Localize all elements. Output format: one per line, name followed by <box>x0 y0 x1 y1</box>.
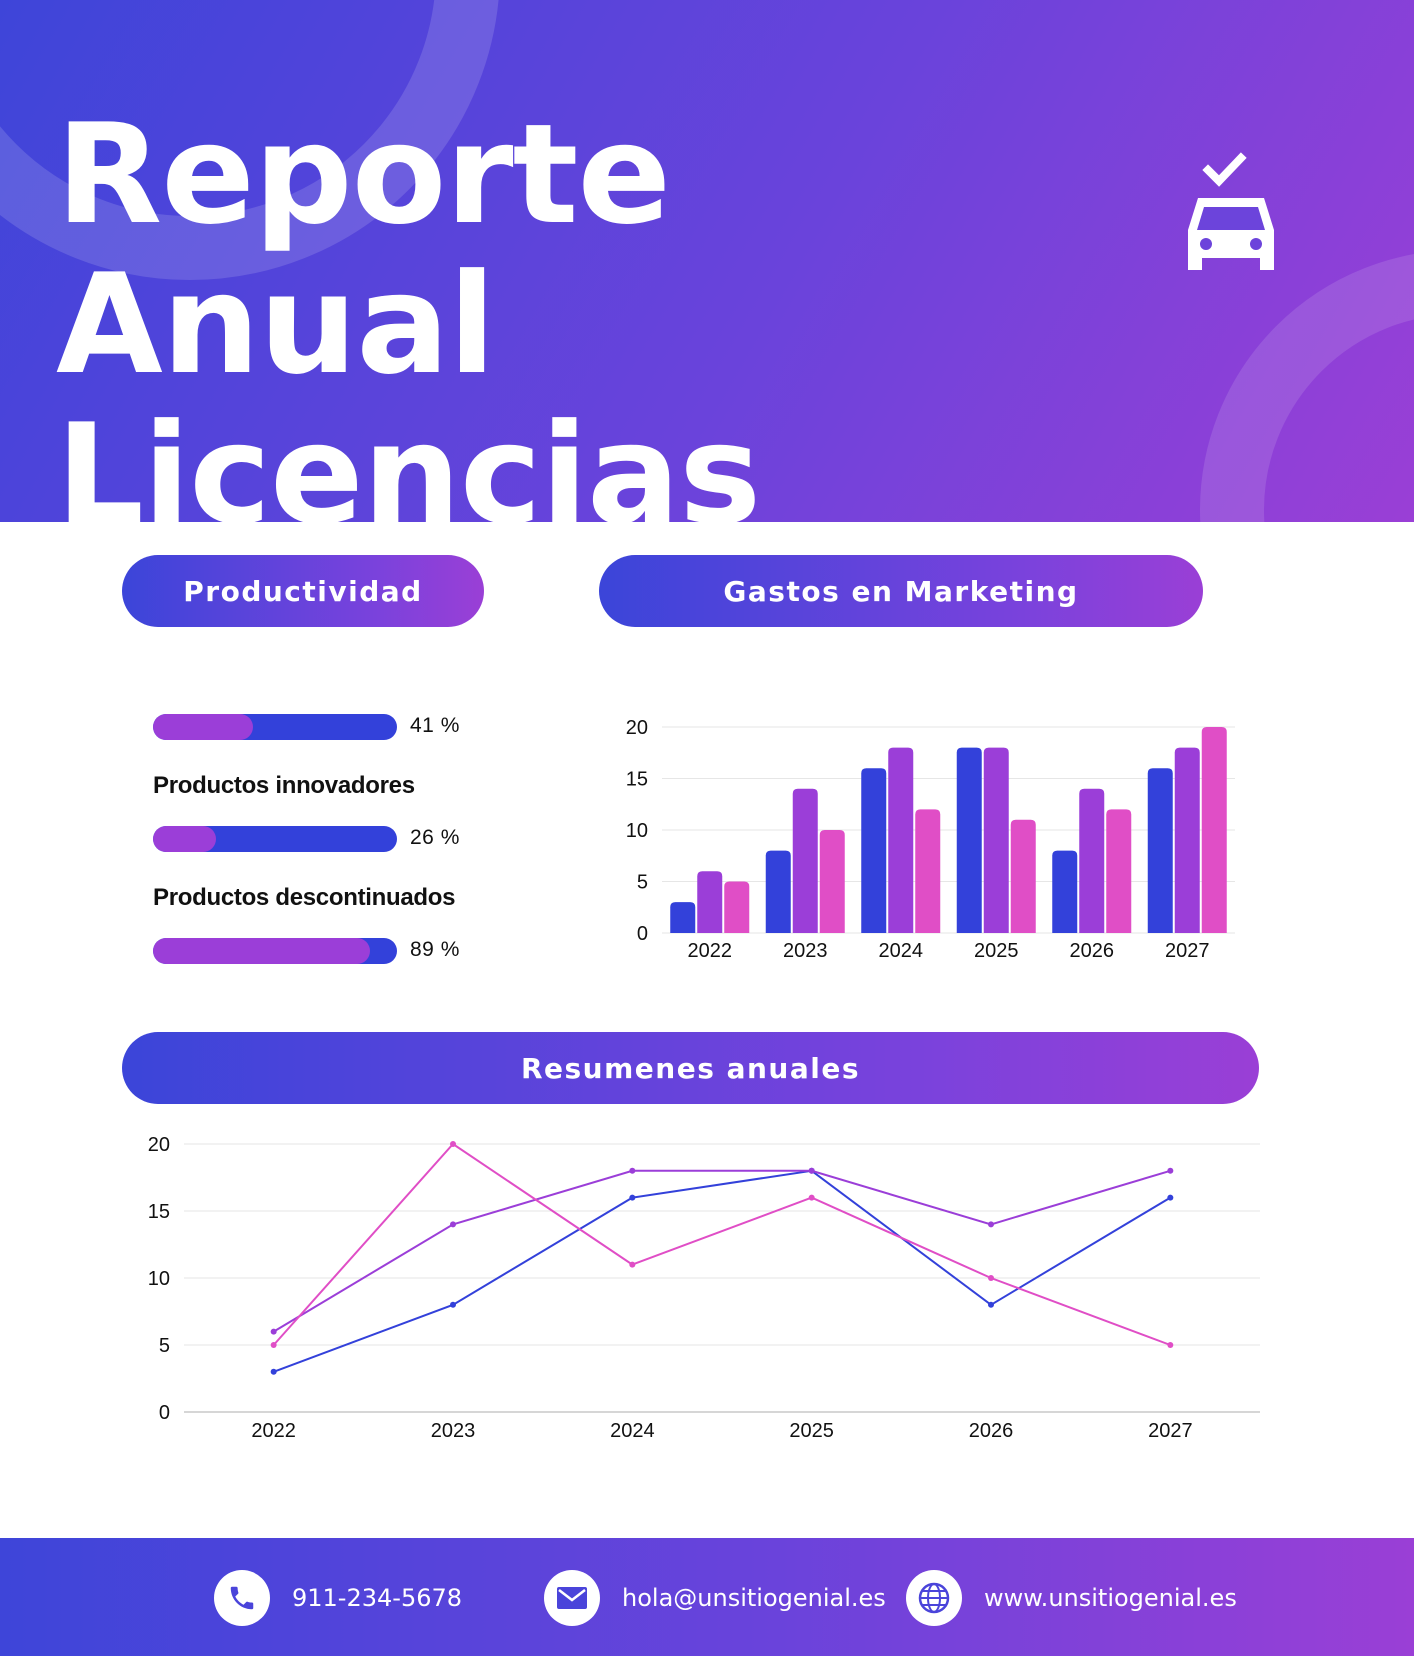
title-line-2: Licencias <box>56 394 761 523</box>
bar <box>888 747 914 933</box>
data-point <box>988 1275 994 1281</box>
section-header-productividad: Productividad <box>122 555 484 627</box>
data-point <box>629 1194 636 1201</box>
bar <box>1052 850 1078 933</box>
data-point <box>450 1221 456 1228</box>
globe-icon <box>906 1570 962 1626</box>
bar <box>1147 768 1173 933</box>
y-tick-label: 10 <box>626 820 648 842</box>
bar <box>1079 788 1105 933</box>
progress-label: Productos descontinuados <box>153 884 456 911</box>
x-tick-label: 2025 <box>974 940 1019 962</box>
x-tick-label: 2022 <box>251 1420 296 1442</box>
progress-track <box>153 714 397 740</box>
y-tick-label: 10 <box>148 1268 170 1290</box>
bar <box>819 830 845 933</box>
y-tick-label: 20 <box>148 1134 170 1156</box>
series-line <box>273 1169 1171 1373</box>
bar <box>861 768 887 933</box>
data-point <box>808 1194 815 1201</box>
data-point <box>1167 1342 1174 1348</box>
data-point <box>270 1342 277 1348</box>
progress-track <box>153 938 397 964</box>
web-text[interactable]: www.unsitiogenial.es <box>984 1584 1237 1612</box>
data-point <box>1167 1194 1174 1201</box>
progress-bar-row: 41 % <box>153 712 493 742</box>
y-tick-label: 20 <box>626 717 648 739</box>
data-point <box>988 1221 994 1228</box>
x-tick-label: 2026 <box>1070 940 1115 962</box>
progress-bar-row: 26 % <box>153 824 493 854</box>
contact-web: www.unsitiogenial.es <box>906 1570 1237 1626</box>
data-point <box>450 1141 456 1147</box>
contact-email: hola@unsitiogenial.es <box>544 1570 886 1626</box>
data-point <box>270 1368 277 1375</box>
productivity-list: 41 % Productos innovadores 26 % Producto… <box>153 712 493 966</box>
data-point <box>629 1167 636 1174</box>
contact-phone: 911-234-5678 <box>214 1570 462 1626</box>
y-tick-label: 15 <box>626 769 648 791</box>
bar <box>1106 809 1132 933</box>
y-tick-label: 15 <box>148 1201 170 1223</box>
footer-bar: 911-234-5678 hola@unsitiogenial.es www.u… <box>0 1538 1414 1656</box>
section-header-gastos: Gastos en Marketing <box>599 555 1203 627</box>
progress-value: 41 % <box>410 714 460 737</box>
data-point <box>988 1301 994 1308</box>
bar <box>1010 819 1036 933</box>
x-tick-label: 2022 <box>688 940 733 962</box>
title-line-1: Reporte Anual <box>56 94 671 405</box>
y-tick-label: 5 <box>159 1335 170 1357</box>
bar <box>670 902 696 933</box>
progress-track <box>153 826 397 852</box>
car-check-icon <box>1188 152 1274 270</box>
header-banner: Reporte Anual Licencias <box>0 0 1414 522</box>
data-point <box>270 1328 277 1335</box>
bar <box>915 809 941 933</box>
section-header-resumenes: Resumenes anuales <box>122 1032 1259 1104</box>
x-tick-label: 2024 <box>879 940 924 962</box>
marketing-bar-chart: 0 5 10 15 20 2022 2023 2024 2025 2026 2027 <box>626 717 1235 962</box>
bar <box>697 871 723 933</box>
bar <box>956 747 982 933</box>
data-point <box>629 1261 636 1268</box>
x-tick-label: 2023 <box>431 1420 476 1442</box>
x-tick-label: 2024 <box>610 1420 655 1442</box>
progress-value: 26 % <box>410 826 460 849</box>
y-tick-label: 0 <box>637 923 648 945</box>
progress-fill <box>153 826 217 852</box>
bar <box>792 788 818 933</box>
progress-label: Productos innovadores <box>153 772 415 799</box>
bar <box>983 747 1009 933</box>
mail-icon <box>544 1570 600 1626</box>
series-line <box>273 1169 1171 1333</box>
page-title: Reporte Anual Licencias <box>56 94 1136 523</box>
bar <box>1201 727 1227 933</box>
y-tick-label: 0 <box>159 1402 170 1424</box>
data-point <box>1167 1167 1174 1174</box>
decorative-ring <box>1200 250 1414 522</box>
x-tick-label: 2026 <box>969 1420 1014 1442</box>
progress-bar-row: 89 % <box>153 936 493 966</box>
x-tick-label: 2025 <box>789 1420 834 1442</box>
progress-fill <box>153 938 371 964</box>
data-point <box>450 1301 456 1308</box>
email-text[interactable]: hola@unsitiogenial.es <box>622 1584 886 1612</box>
series-line <box>272 1142 1171 1346</box>
bar <box>1174 747 1200 933</box>
x-tick-label: 2023 <box>783 940 828 962</box>
bar <box>765 850 791 933</box>
x-tick-label: 2027 <box>1148 1420 1193 1442</box>
progress-fill <box>153 714 254 740</box>
progress-value: 89 % <box>410 938 460 961</box>
data-point <box>808 1167 815 1174</box>
x-tick-label: 2027 <box>1165 940 1210 962</box>
y-tick-label: 5 <box>637 872 648 894</box>
bar <box>724 881 750 933</box>
phone-text[interactable]: 911-234-5678 <box>292 1584 463 1612</box>
phone-icon <box>214 1570 270 1626</box>
annual-line-chart: 0 5 10 15 20 2022 2023 2024 2025 2026 2027 <box>148 1134 1260 1442</box>
